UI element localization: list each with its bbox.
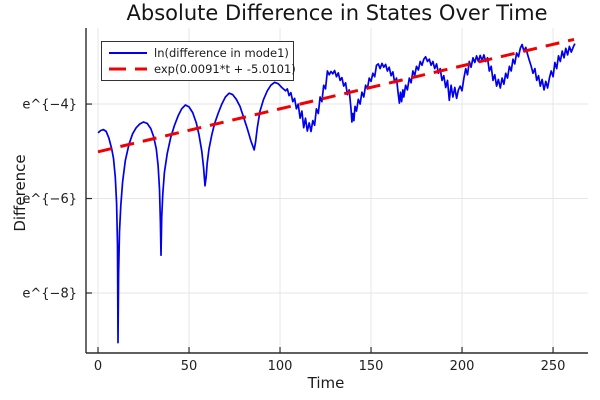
x-tick-label: 0 (94, 359, 102, 374)
x-tick-label: 100 (268, 359, 293, 374)
chart-title: Absolute Difference in States Over Time (126, 1, 548, 25)
exponential-fit-line (97, 37, 575, 154)
y-tick-label: e^{−8} (22, 287, 77, 302)
legend-entry-fit: exp(0.0091*t + -5.0101) (108, 61, 296, 77)
axis-spines (85, 28, 588, 354)
x-tick-label: 250 (541, 359, 566, 374)
x-tick-label: 50 (181, 359, 198, 374)
x-axis-label: Time (307, 374, 345, 392)
legend: ln(difference in mode1) exp(0.0091*t + -… (101, 41, 296, 81)
tick-labels: 0 50 100 150 200 250 e^{−4} e^{−6} e^{−8} (22, 98, 565, 374)
y-tick-label: e^{−6} (22, 192, 77, 207)
tick-marks (86, 103, 554, 353)
legend-dashed-line-swatch (109, 67, 147, 71)
legend-solid-line-swatch (109, 52, 147, 54)
legend-entry-difference: ln(difference in mode1) (108, 45, 289, 61)
x-tick-label: 200 (450, 359, 475, 374)
y-tick-label: e^{−4} (22, 98, 77, 113)
difference-line (97, 43, 576, 344)
x-tick-label: 150 (359, 359, 384, 374)
data-series (97, 37, 576, 344)
legend-label-fit: exp(0.0091*t + -5.0101) (154, 62, 296, 76)
legend-label-difference: ln(difference in mode1) (154, 46, 289, 60)
